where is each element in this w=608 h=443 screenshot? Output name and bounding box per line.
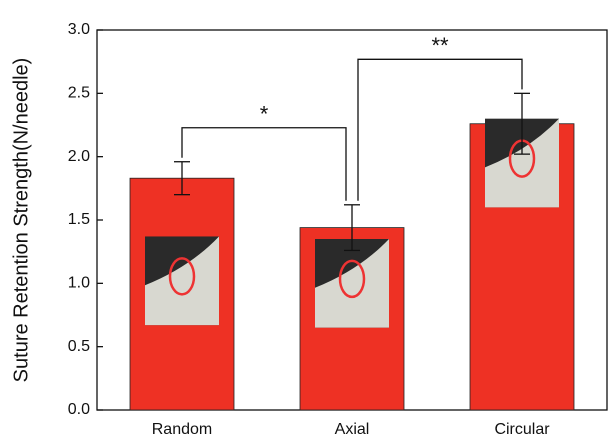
x-tick-label: Random xyxy=(152,421,212,438)
y-tick-label: 2.5 xyxy=(68,85,90,102)
y-tick-label: 3.0 xyxy=(68,21,90,38)
significance-label: * xyxy=(260,102,269,127)
y-tick-label: 0.5 xyxy=(68,338,90,355)
y-tick-label: 1.0 xyxy=(68,275,90,292)
y-axis-label: Suture Retention Strength(N/needle) xyxy=(10,58,32,383)
y-tick-label: 2.0 xyxy=(68,148,90,165)
x-tick-label: Circular xyxy=(494,421,550,438)
x-tick-label: Axial xyxy=(335,421,370,438)
significance-label: ** xyxy=(431,33,449,58)
y-tick-label: 1.5 xyxy=(68,211,90,228)
chart: Suture Retention Strength(N/needle) 0.0 0… xyxy=(0,0,608,443)
y-tick-label: 0.0 xyxy=(68,401,90,418)
